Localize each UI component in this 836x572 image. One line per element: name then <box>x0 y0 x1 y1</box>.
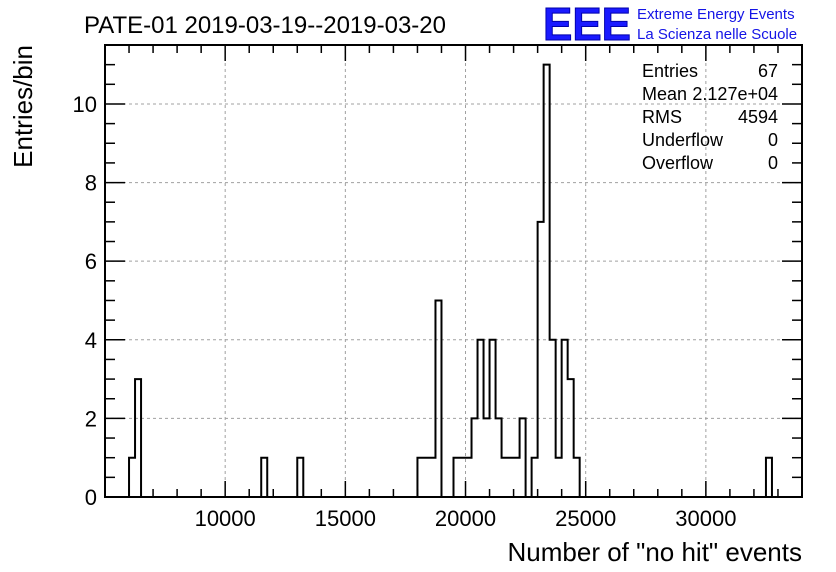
histogram-bar <box>556 458 562 497</box>
stat-label: Overflow <box>642 153 714 173</box>
eee-logo-mark: EEE <box>543 0 631 50</box>
eee-logo: EEE Extreme Energy Events La Scienza nel… <box>543 0 798 51</box>
stat-label: RMS <box>642 107 682 127</box>
stat-value: 0 <box>768 130 778 150</box>
stat-value: 0 <box>768 153 778 173</box>
x-tick-label: 15000 <box>315 506 376 531</box>
y-tick-label: 2 <box>85 406 97 431</box>
plot-frame <box>104 44 803 498</box>
stat-value: 67 <box>758 61 778 81</box>
stat-label: Underflow <box>642 130 724 150</box>
grid-lines <box>105 45 802 497</box>
x-axis-ticks <box>104 45 803 497</box>
eee-logo-line1: Extreme Energy Events <box>637 6 795 23</box>
y-tick-label: 6 <box>85 249 97 274</box>
y-tick-label: 8 <box>85 171 97 196</box>
x-tick-label: 10000 <box>195 506 256 531</box>
x-tick-label: 20000 <box>435 506 496 531</box>
histogram-bar <box>466 458 472 497</box>
stat-label: Entries <box>642 61 698 81</box>
histogram-bar <box>423 458 429 497</box>
y-tick-label: 10 <box>73 92 97 117</box>
stats-box: Entries 67 Mean 2.127e+04 RMS 4594 Underflow 0 O… <box>642 61 778 173</box>
y-axis-tick-labels: 0 2 4 6 8 10 <box>73 92 97 510</box>
x-tick-label: 30000 <box>675 506 736 531</box>
eee-logo-line2: La Scienza nelle Scuole <box>637 26 797 43</box>
y-tick-label: 4 <box>85 328 97 353</box>
stat-label: Mean <box>642 84 687 104</box>
x-tick-label: 25000 <box>555 506 616 531</box>
stat-value: 4594 <box>738 107 778 127</box>
histogram-bar <box>429 458 435 497</box>
histogram-bar <box>484 418 490 497</box>
histogram-outline <box>128 63 773 497</box>
stat-value: 2.127e+04 <box>692 84 778 104</box>
y-tick-label: 0 <box>85 485 97 510</box>
histogram-bar <box>514 458 520 497</box>
y-axis-label: Entries/bin <box>8 45 38 168</box>
y-axis-ticks <box>105 44 802 498</box>
histogram-bar <box>502 458 508 497</box>
x-axis-label: Number of "no hit" events <box>508 537 803 567</box>
histogram-bar <box>460 458 466 497</box>
x-axis-tick-labels: 10000 15000 20000 25000 30000 <box>195 506 737 531</box>
chart-title: PATE-01 2019-03-19--2019-03-20 <box>84 12 446 39</box>
histogram-bar <box>508 458 514 497</box>
